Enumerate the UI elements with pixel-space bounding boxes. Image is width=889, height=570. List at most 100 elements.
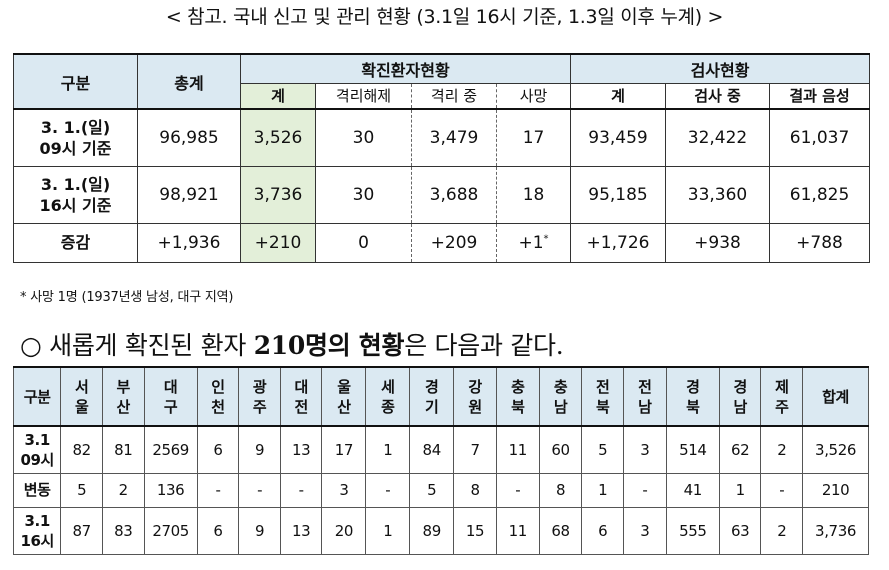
header-region-char: 북 bbox=[686, 397, 700, 416]
row-label-line: 16시 bbox=[20, 531, 54, 550]
row-label-line: 09시 bbox=[20, 450, 54, 469]
cell-released: 30 bbox=[315, 108, 412, 167]
header-region-char: 충 bbox=[553, 377, 568, 396]
cell-region-value: 514 bbox=[665, 425, 720, 474]
cell-isolating: 3,688 bbox=[411, 165, 497, 224]
cell-region-value: 62 bbox=[718, 425, 762, 474]
header-region-char: 강 bbox=[468, 377, 482, 396]
cell-test-sum: +1,726 bbox=[570, 222, 667, 263]
header-region-char: 제 bbox=[775, 377, 789, 396]
row-label-time: 16시 기준 bbox=[39, 195, 112, 215]
row-label-line: 3.1 bbox=[24, 511, 50, 530]
heading-prefix: ○ 새롭게 확진된 환자 bbox=[20, 331, 254, 360]
cell-testing: 32,422 bbox=[665, 108, 771, 167]
heading-bold: 210명의 현황 bbox=[253, 331, 405, 360]
table-row: 3. 1.(일) 09시 기준 96,985 3,526 30 3,479 17… bbox=[13, 108, 871, 167]
cell-death-value: +1 bbox=[518, 232, 544, 253]
row-label: 3. 1.(일) 16시 기준 bbox=[13, 165, 138, 224]
row-label-line: 변동 bbox=[23, 481, 51, 499]
footnote-mark: * bbox=[543, 232, 549, 244]
cell-negative: 61,037 bbox=[769, 108, 871, 167]
cell-region-value: - bbox=[760, 472, 804, 508]
cell-region-value: 20 bbox=[321, 506, 367, 555]
cell-total: +1,936 bbox=[137, 222, 241, 263]
cell-confirmed: 3,736 bbox=[240, 165, 316, 224]
cell-region-value: 15 bbox=[453, 506, 497, 555]
row-label-date: 3. 1.(일) bbox=[40, 174, 111, 194]
header-total: 총계 bbox=[137, 53, 241, 110]
cell-region-value: 89 bbox=[409, 506, 455, 555]
header-test: 검사현황 bbox=[570, 53, 871, 84]
cell-region-value: 6 bbox=[196, 506, 240, 555]
cell-death: 18 bbox=[495, 165, 572, 224]
cell-region-value: - bbox=[365, 472, 411, 508]
header-region-char: 전 bbox=[595, 377, 610, 396]
heading-suffix: 은 다음과 같다. bbox=[404, 331, 564, 360]
header-region-char: 경 bbox=[733, 377, 747, 396]
header-region-char: 세 bbox=[381, 377, 395, 396]
cell-region-value: 5 bbox=[409, 472, 455, 508]
header-region-char: 대 bbox=[163, 377, 178, 396]
cell-death: +1* bbox=[495, 222, 572, 263]
cell-region-value: 84 bbox=[409, 425, 455, 474]
row-label: 3.1 09시 bbox=[12, 425, 62, 474]
header-region-char: 산 bbox=[116, 397, 131, 416]
row-label: 변동 bbox=[12, 472, 62, 508]
cell-region-value: - bbox=[238, 472, 281, 508]
header-region-char: 충 bbox=[511, 377, 525, 396]
header-region-char: 광 bbox=[252, 377, 267, 396]
subheader-death: 사망 bbox=[495, 82, 572, 110]
cell-region-value: 1 bbox=[718, 472, 762, 508]
cell-region-value: 9 bbox=[238, 425, 281, 474]
cell-total: 96,985 bbox=[137, 108, 241, 167]
header-region-char: 주 bbox=[252, 397, 267, 416]
row-label: 3. 1.(일) 09시 기준 bbox=[13, 108, 138, 167]
header-region-char: 남 bbox=[733, 397, 747, 416]
header-region-char: 경 bbox=[424, 377, 439, 396]
row-label-time: 09시 기준 bbox=[39, 138, 112, 158]
row-label-diff: 증감 bbox=[13, 222, 138, 263]
cell-region-value: 5 bbox=[60, 472, 103, 508]
header-region-char: 구 bbox=[163, 397, 178, 416]
header-region-char: 대 bbox=[294, 377, 308, 396]
table-row: 3.1 09시 82 81 2569 6 9 13 17 1 84 7 11 60 5 3 514 62 2 3,52… bbox=[12, 425, 869, 474]
cell-region-value: 8 bbox=[538, 472, 583, 508]
cell-region-value: 81 bbox=[101, 425, 145, 474]
status-table: 구분 총계 확진환자현황 검사현황 계 격리해제 격리 중 사망 계 검사 중 … bbox=[13, 53, 871, 263]
row-label-line: 3.1 bbox=[24, 430, 50, 449]
cell-region-value: 3 bbox=[622, 425, 667, 474]
region-table: 구분 서 울 부 산 대 구 인 천 광 주 대 전 울 산 세 종 경 기 강 원 충 북 충 남 전 북 전 남 경 북 경 남 제 주 합계 … bbox=[12, 366, 869, 555]
cell-sum: 210 bbox=[802, 472, 869, 508]
cell-region-value: 2569 bbox=[143, 425, 198, 474]
cell-region-value: 11 bbox=[495, 425, 540, 474]
cell-region-value: 60 bbox=[538, 425, 583, 474]
subheader-released: 격리해제 bbox=[315, 82, 412, 110]
cell-negative: 61,825 bbox=[769, 165, 871, 224]
cell-region-value: 83 bbox=[101, 506, 145, 555]
cell-region-value: 3 bbox=[622, 506, 667, 555]
header-region-char: 울 bbox=[74, 397, 89, 416]
header-region-char: 원 bbox=[468, 397, 482, 416]
cell-region-value: 68 bbox=[538, 506, 583, 555]
cell-region-value: 13 bbox=[279, 425, 323, 474]
row-label: 3.1 16시 bbox=[12, 506, 62, 555]
row-label-date: 3. 1.(일) bbox=[40, 117, 111, 137]
footnote: * 사망 1명 (1937년생 남성, 대구 지역) bbox=[20, 290, 234, 305]
header-region-char: 인 bbox=[211, 377, 225, 396]
cell-testing: 33,360 bbox=[665, 165, 771, 224]
cell-region-value: 1 bbox=[581, 472, 624, 508]
cell-region-value: 2 bbox=[760, 425, 804, 474]
header-region-char: 울 bbox=[337, 377, 351, 396]
cell-region-value: 1 bbox=[365, 425, 411, 474]
header-region-char: 서 bbox=[74, 377, 89, 396]
table-row: 3. 1.(일) 16시 기준 98,921 3,736 30 3,688 18… bbox=[13, 165, 871, 224]
header-region-char: 전 bbox=[294, 397, 308, 416]
